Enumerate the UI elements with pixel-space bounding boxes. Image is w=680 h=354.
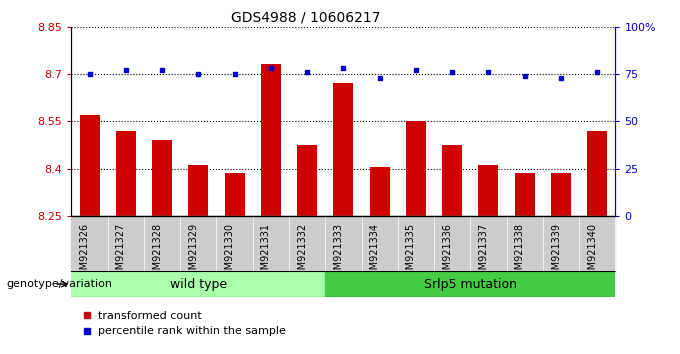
Legend: transformed count, percentile rank within the sample: transformed count, percentile rank withi…: [77, 307, 290, 341]
Bar: [116, 131, 136, 216]
Bar: [507, 216, 543, 271]
Bar: [333, 84, 354, 216]
Bar: [71, 216, 107, 271]
Bar: [434, 216, 471, 271]
Bar: [188, 165, 208, 216]
Text: GSM921340: GSM921340: [588, 223, 597, 281]
Bar: [406, 121, 426, 216]
Bar: [297, 145, 317, 216]
Bar: [543, 216, 579, 271]
Bar: [515, 173, 534, 216]
Bar: [370, 167, 390, 216]
Text: GSM921334: GSM921334: [370, 223, 379, 281]
Bar: [144, 216, 180, 271]
Text: GSM921335: GSM921335: [406, 223, 416, 282]
Bar: [471, 216, 507, 271]
Text: GDS4988 / 10606217: GDS4988 / 10606217: [231, 11, 381, 25]
Text: GSM921337: GSM921337: [479, 223, 488, 282]
Bar: [551, 173, 571, 216]
Bar: [362, 216, 398, 271]
Bar: [289, 216, 325, 271]
Bar: [107, 216, 144, 271]
Text: GSM921328: GSM921328: [152, 223, 162, 282]
Bar: [442, 145, 462, 216]
Text: GSM921333: GSM921333: [333, 223, 343, 281]
Text: GSM921336: GSM921336: [442, 223, 452, 281]
Text: GSM921338: GSM921338: [515, 223, 525, 281]
Text: GSM921331: GSM921331: [261, 223, 271, 281]
Text: GSM921329: GSM921329: [188, 223, 199, 282]
Bar: [80, 115, 99, 216]
Text: genotype/variation: genotype/variation: [7, 279, 113, 289]
Bar: [479, 165, 498, 216]
Bar: [398, 216, 434, 271]
Text: GSM921330: GSM921330: [224, 223, 235, 281]
Text: GSM921327: GSM921327: [116, 223, 126, 282]
Text: Srlp5 mutation: Srlp5 mutation: [424, 278, 517, 291]
Bar: [579, 216, 615, 271]
Bar: [325, 216, 362, 271]
Bar: [253, 216, 289, 271]
Bar: [180, 216, 216, 271]
Text: GSM921326: GSM921326: [80, 223, 90, 282]
Bar: [216, 216, 253, 271]
Text: GSM921339: GSM921339: [551, 223, 561, 281]
Bar: [224, 173, 245, 216]
Bar: [588, 131, 607, 216]
Text: wild type: wild type: [170, 278, 227, 291]
Bar: [71, 271, 325, 297]
Text: GSM921332: GSM921332: [297, 223, 307, 282]
Bar: [261, 64, 281, 216]
Bar: [152, 140, 172, 216]
Bar: [325, 271, 615, 297]
